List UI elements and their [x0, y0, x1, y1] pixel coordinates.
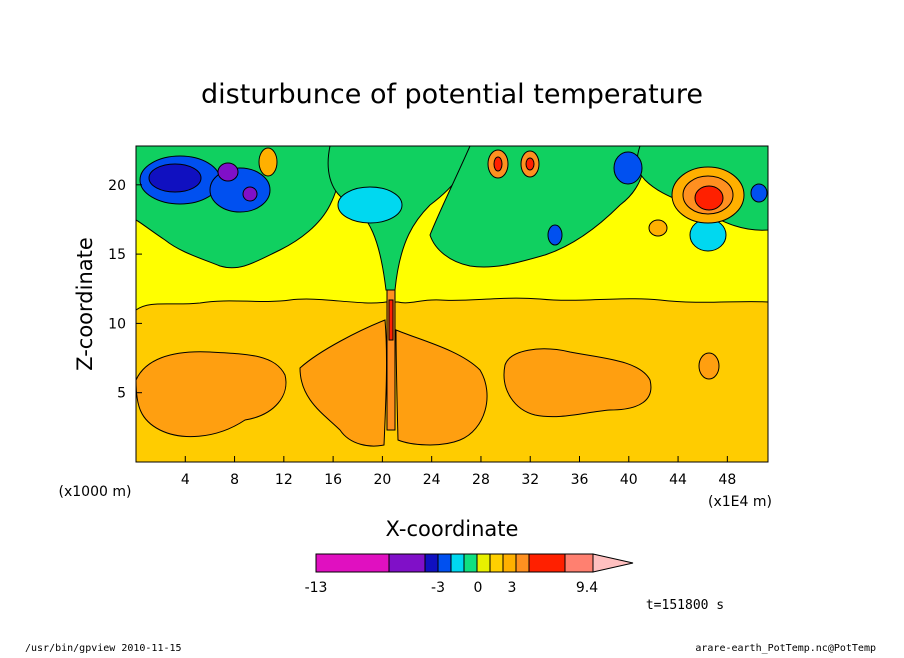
purple-spot-left — [217, 162, 239, 182]
red-spot-1 — [493, 156, 503, 172]
y-tick-label: 10 — [108, 316, 126, 332]
cyan-blob-center — [337, 186, 403, 224]
warm-spot-4 — [648, 219, 668, 237]
x-tick-label: 8 — [230, 472, 239, 488]
chart-title: disturbunce of potential temperature — [201, 79, 703, 110]
orange-region-left — [136, 351, 287, 438]
y-axis-label: Z-coordinate — [73, 237, 97, 371]
dark-blue-blob-left — [148, 163, 202, 193]
colorbar-label: 3 — [508, 580, 517, 596]
blue-spot-right — [613, 151, 643, 185]
central-red-core — [388, 299, 394, 341]
blue-spot-right-2 — [547, 224, 563, 246]
x-tick-label: 24 — [423, 472, 441, 488]
x-tick-label: 44 — [669, 472, 687, 488]
colorbar-segment — [502, 553, 517, 573]
x-tick-label: 32 — [521, 472, 539, 488]
colorbar-extension — [592, 553, 634, 573]
x-tick-label: 16 — [324, 472, 342, 488]
central-column — [386, 289, 396, 431]
colorbar-segment — [515, 553, 530, 573]
x-unit-right: (x1E4 m) — [708, 494, 772, 510]
colorbar-segment — [388, 553, 426, 573]
x-tick-label: 20 — [373, 472, 391, 488]
orange-spot — [698, 352, 720, 380]
warm-spot-3 — [258, 147, 278, 177]
orange-region-center — [299, 319, 388, 447]
green-region-right — [429, 146, 645, 268]
colorbar-labels: -13 -3 0 3 9.4 — [305, 580, 599, 596]
y-tick-label: 5 — [117, 386, 126, 402]
footer-right: arare-earth_PotTemp.nc@PotTemp — [695, 643, 876, 654]
footer-left: /usr/bin/gpview 2010-11-15 — [25, 643, 182, 654]
plot-frame — [135, 145, 769, 463]
x-tick-label: 36 — [571, 472, 589, 488]
y-axis-ticks: 5 10 15 20 — [108, 178, 142, 402]
colorbar-segment — [528, 553, 566, 573]
x-axis-label: X-coordinate — [386, 517, 519, 541]
orange-region-center-right — [395, 329, 488, 446]
orange-region-right — [503, 348, 652, 418]
colorbar-segment — [450, 553, 465, 573]
colorbar-segment — [463, 553, 478, 573]
red-spot-2 — [525, 157, 535, 171]
colorbar-segment — [564, 553, 594, 573]
colorbar-segment — [437, 553, 452, 573]
y-tick-label: 20 — [108, 178, 126, 194]
cyan-spot-right — [689, 218, 727, 252]
x-tick-label: 48 — [718, 472, 736, 488]
colorbar-segment — [476, 553, 491, 573]
x-tick-label: 40 — [620, 472, 638, 488]
plot-area — [136, 146, 768, 462]
colorbar-label: -13 — [305, 580, 328, 596]
colorbar-label: 0 — [474, 580, 483, 596]
colorbar — [315, 553, 634, 573]
x-tick-label: 4 — [181, 472, 190, 488]
time-label: t=151800 s — [646, 598, 724, 613]
x-axis-ticks: 4 8 12 16 20 24 28 32 36 40 44 48 — [181, 456, 736, 488]
blue-spot-edge — [750, 183, 768, 203]
colorbar-label: 9.4 — [576, 580, 598, 596]
purple-spot-left-2 — [242, 186, 258, 202]
x-tick-label: 28 — [472, 472, 490, 488]
colorbar-label: -3 — [431, 580, 445, 596]
x-unit-left: (x1000 m) — [59, 484, 132, 500]
colorbar-segment — [315, 553, 390, 573]
y-tick-label: 15 — [108, 247, 126, 263]
x-tick-label: 12 — [275, 472, 293, 488]
colorbar-segment — [489, 553, 504, 573]
red-spot-right — [694, 185, 724, 211]
colorbar-segment — [424, 553, 439, 573]
